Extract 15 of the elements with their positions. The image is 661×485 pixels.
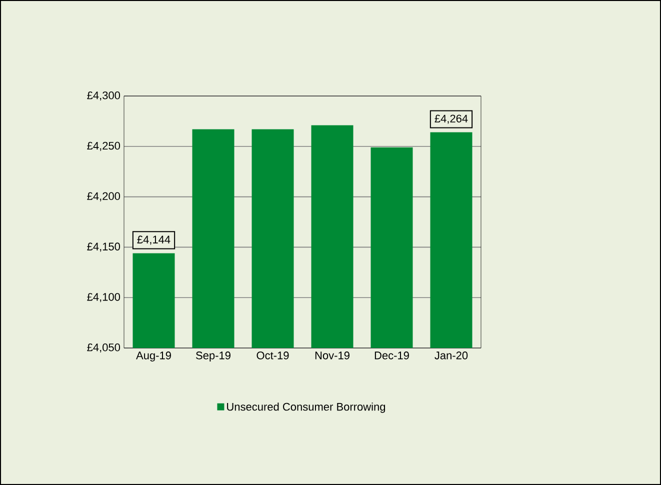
y-tick-label: £4,300 — [87, 91, 120, 101]
legend-label: Unsecured Consumer Borrowing — [227, 402, 386, 413]
x-tick-label: Dec-19 — [374, 352, 409, 360]
x-tick-label: Oct-19 — [256, 352, 289, 360]
data-label: £4,144 — [137, 236, 170, 245]
x-tick-label: Jan-20 — [434, 352, 468, 360]
x-tick-label: Aug-19 — [136, 352, 171, 362]
data-label: £4,264 — [434, 114, 468, 124]
y-tick-label: £4,250 — [87, 142, 120, 151]
y-tick-label: £4,150 — [87, 242, 120, 252]
y-tick-label: £4,100 — [87, 293, 120, 302]
y-tick-label: £4,200 — [87, 192, 120, 202]
x-tick-label: Nov-19 — [315, 352, 350, 360]
y-tick-label: £4,050 — [87, 343, 120, 353]
x-tick-label: Sep-19 — [196, 352, 230, 362]
